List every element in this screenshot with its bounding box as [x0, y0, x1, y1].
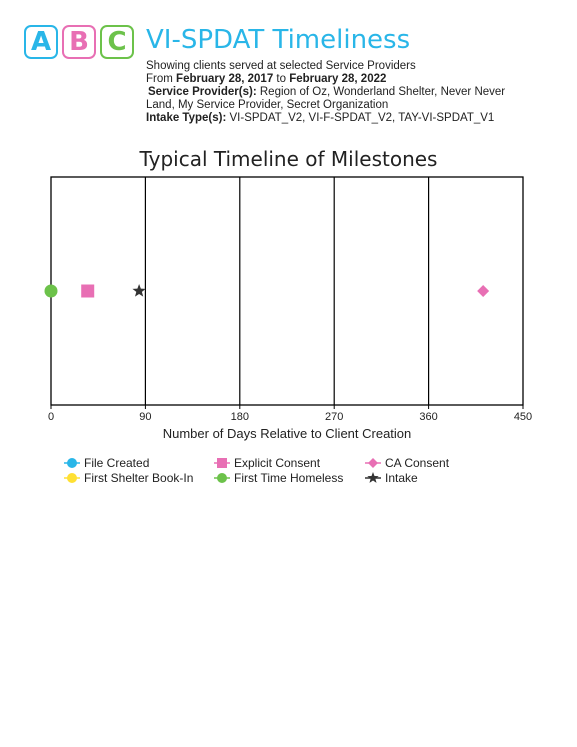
- legend-label-intake: Intake: [385, 471, 418, 485]
- providers-label: Service Provider(s):: [148, 86, 257, 98]
- legend-swatch-ca-consent: [365, 458, 381, 468]
- report-meta: Showing clients served at selected Servi…: [146, 60, 505, 125]
- legend-marker-first-time-homeless: [217, 473, 227, 483]
- legend-label-first-time-homeless: First Time Homeless: [234, 471, 344, 485]
- legend-swatch-intake: [365, 472, 381, 483]
- x-tick-label-270: 270: [325, 411, 343, 423]
- legend-item-explicit-consent: Explicit Consent: [214, 456, 320, 470]
- legend-item-first-time-homeless: First Time Homeless: [214, 471, 343, 485]
- intake-line: Intake Type(s): VI-SPDAT_V2, VI-F-SPDAT_…: [146, 112, 505, 125]
- providers-line-2: Land, My Service Provider, Secret Organi…: [146, 99, 389, 111]
- x-tick-label-360: 360: [419, 411, 437, 423]
- date-end: February 28, 2022: [289, 73, 387, 85]
- legend-label-file-created: File Created: [84, 456, 150, 470]
- logo-tile-c: C: [100, 25, 134, 59]
- legend-item-intake: Intake: [365, 471, 418, 485]
- date-joiner: to: [276, 73, 287, 85]
- logo-tile-a: A: [24, 25, 58, 59]
- providers-value-1: Region of Oz, Wonderland Shelter, Never …: [259, 86, 506, 98]
- legend-swatch-explicit-consent: [214, 458, 230, 468]
- x-tick-label-450: 450: [514, 411, 532, 423]
- chart-title: Typical Timeline of Milestones: [139, 147, 438, 171]
- date-prefix: From: [146, 73, 173, 85]
- legend-marker-intake: [367, 472, 379, 483]
- legend-marker-first-shelter-book-in: [67, 473, 77, 483]
- report-title: VI-SPDAT Timeliness: [146, 25, 411, 55]
- date-start: February 28, 2017: [176, 73, 274, 85]
- legend-label-ca-consent: CA Consent: [385, 456, 450, 470]
- providers-line-1: Service Provider(s): Region of Oz, Wonde…: [146, 86, 505, 99]
- legend-marker-ca-consent: [368, 458, 378, 468]
- intake-value: VI-SPDAT_V2, VI-F-SPDAT_V2, TAY-VI-SPDAT…: [229, 112, 495, 124]
- legend-swatch-file-created: [64, 458, 80, 468]
- x-axis-label: Number of Days Relative to Client Creati…: [163, 426, 412, 441]
- plot-frame: [50, 176, 524, 406]
- report-subtitle: Showing clients served at selected Servi…: [146, 60, 416, 72]
- legend-swatch-first-time-homeless: [214, 473, 230, 483]
- point-intake: [132, 284, 146, 297]
- x-tick-label-180: 180: [231, 411, 249, 423]
- legend-item-first-shelter-book-in: First Shelter Book-In: [64, 471, 193, 485]
- abc-logo: A B C: [24, 25, 134, 61]
- legend-label-explicit-consent: Explicit Consent: [234, 456, 321, 470]
- x-tick-label-90: 90: [139, 411, 151, 423]
- point-ca-consent: [477, 285, 490, 297]
- point-first-time-homeless: [44, 284, 58, 298]
- legend-marker-explicit-consent: [217, 458, 227, 468]
- legend-marker-file-created: [67, 458, 77, 468]
- legend-label-first-shelter-book-in: First Shelter Book-In: [84, 471, 194, 485]
- logo-tile-b: B: [62, 25, 96, 59]
- x-tick-label-0: 0: [48, 411, 54, 423]
- legend-swatch-first-shelter-book-in: [64, 473, 80, 483]
- intake-label: Intake Type(s):: [146, 112, 227, 124]
- point-explicit-consent: [81, 284, 95, 298]
- legend-item-file-created: File Created: [64, 456, 149, 470]
- date-range: From February 28, 2017 to February 28, 2…: [146, 73, 505, 86]
- legend-item-ca-consent: CA Consent: [365, 456, 449, 470]
